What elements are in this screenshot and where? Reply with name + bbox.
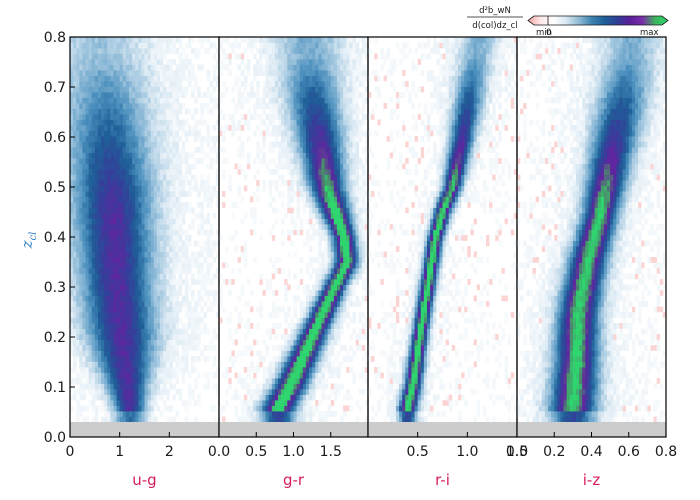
x-tick-label: 1.5 — [320, 444, 342, 460]
x-axis-label-r-i: r-i — [435, 471, 450, 489]
panels: 0 1 2u-g0.0 0.5 1.0 1.5g-r0.5 1.0 1.5r-i0.0 0.2 0… — [66, 36, 677, 489]
x-tick-label: 1.0 — [282, 444, 304, 460]
mask-band-u-g — [70, 422, 219, 437]
x-tick-label: 0.2 — [543, 444, 565, 460]
y-tick-label: 0.6 — [44, 130, 66, 146]
x-axis-label-u-g: u-g — [132, 471, 156, 489]
y-tick-label: 0.1 — [44, 380, 66, 396]
x-tick-label: 0.0 — [208, 444, 230, 460]
colorbar-bar — [527, 15, 669, 26]
y-axis-label-main: z — [18, 240, 36, 249]
y-tick-label: 0.3 — [44, 280, 66, 296]
y-tick-label: 0.4 — [44, 230, 66, 246]
colorbar: d²b_wN d(col)dz_cl min 0 max — [467, 6, 669, 38]
x-tick-label: 0.6 — [618, 444, 640, 460]
colorbar-label-bottom: d(col)dz_cl — [472, 21, 517, 31]
x-tick-label: 0.5 — [245, 444, 267, 460]
x-tick-label: 0 — [66, 444, 75, 460]
heatmap-i-z — [517, 37, 667, 423]
x-tick-label: 1 — [115, 444, 124, 460]
x-tick-label: 0.8 — [655, 444, 677, 460]
x-tick-label: 0.5 — [407, 444, 429, 460]
x-tick-label: 2 — [165, 444, 174, 460]
x-tick-label: 0.4 — [580, 444, 602, 460]
y-tick-label: 0.7 — [44, 80, 66, 96]
x-axis-label-i-z: i-z — [583, 471, 601, 489]
x-axis-label-g-r: g-r — [283, 471, 305, 489]
y-axis: 0.0 0.1 0.2 0.3 0.4 0.5 0.6 0.7 0.8 — [44, 30, 75, 446]
colorbar-zero-label: 0 — [546, 28, 551, 38]
x-tick-label: 1.0 — [456, 444, 478, 460]
colorbar-max-label: max — [640, 28, 659, 38]
y-axis-label: zcl — [18, 232, 39, 250]
heatmap-r-i — [368, 37, 518, 423]
y-axis-label-sub: cl — [28, 232, 39, 241]
colorbar-label-top: d²b_wN — [479, 6, 511, 16]
colorbar-min-label: min — [536, 28, 552, 38]
x-tick-label: 0.0 — [506, 444, 528, 460]
heatmap-g-r — [219, 37, 369, 423]
y-tick-label: 0.2 — [44, 330, 66, 346]
mask-band-r-i — [368, 422, 517, 437]
y-tick-label: 0.8 — [44, 30, 66, 46]
y-tick-label: 0.5 — [44, 180, 66, 196]
panel-r-i: 0.5 1.0 1.5 r-i — [367, 36, 528, 489]
y-tick-label: 0.0 — [44, 430, 66, 446]
panel-u-g: 0 1 2 u-g — [66, 36, 220, 489]
panel-i-z: 0.0 0.2 0.4 0.6 0.8 i-z — [506, 36, 677, 489]
x-tick-label: 1.5 — [506, 444, 528, 460]
heatmap-u-g — [70, 37, 220, 423]
panel-g-r: 0.0 0.5 1.0 1.5 g-r — [208, 36, 369, 489]
